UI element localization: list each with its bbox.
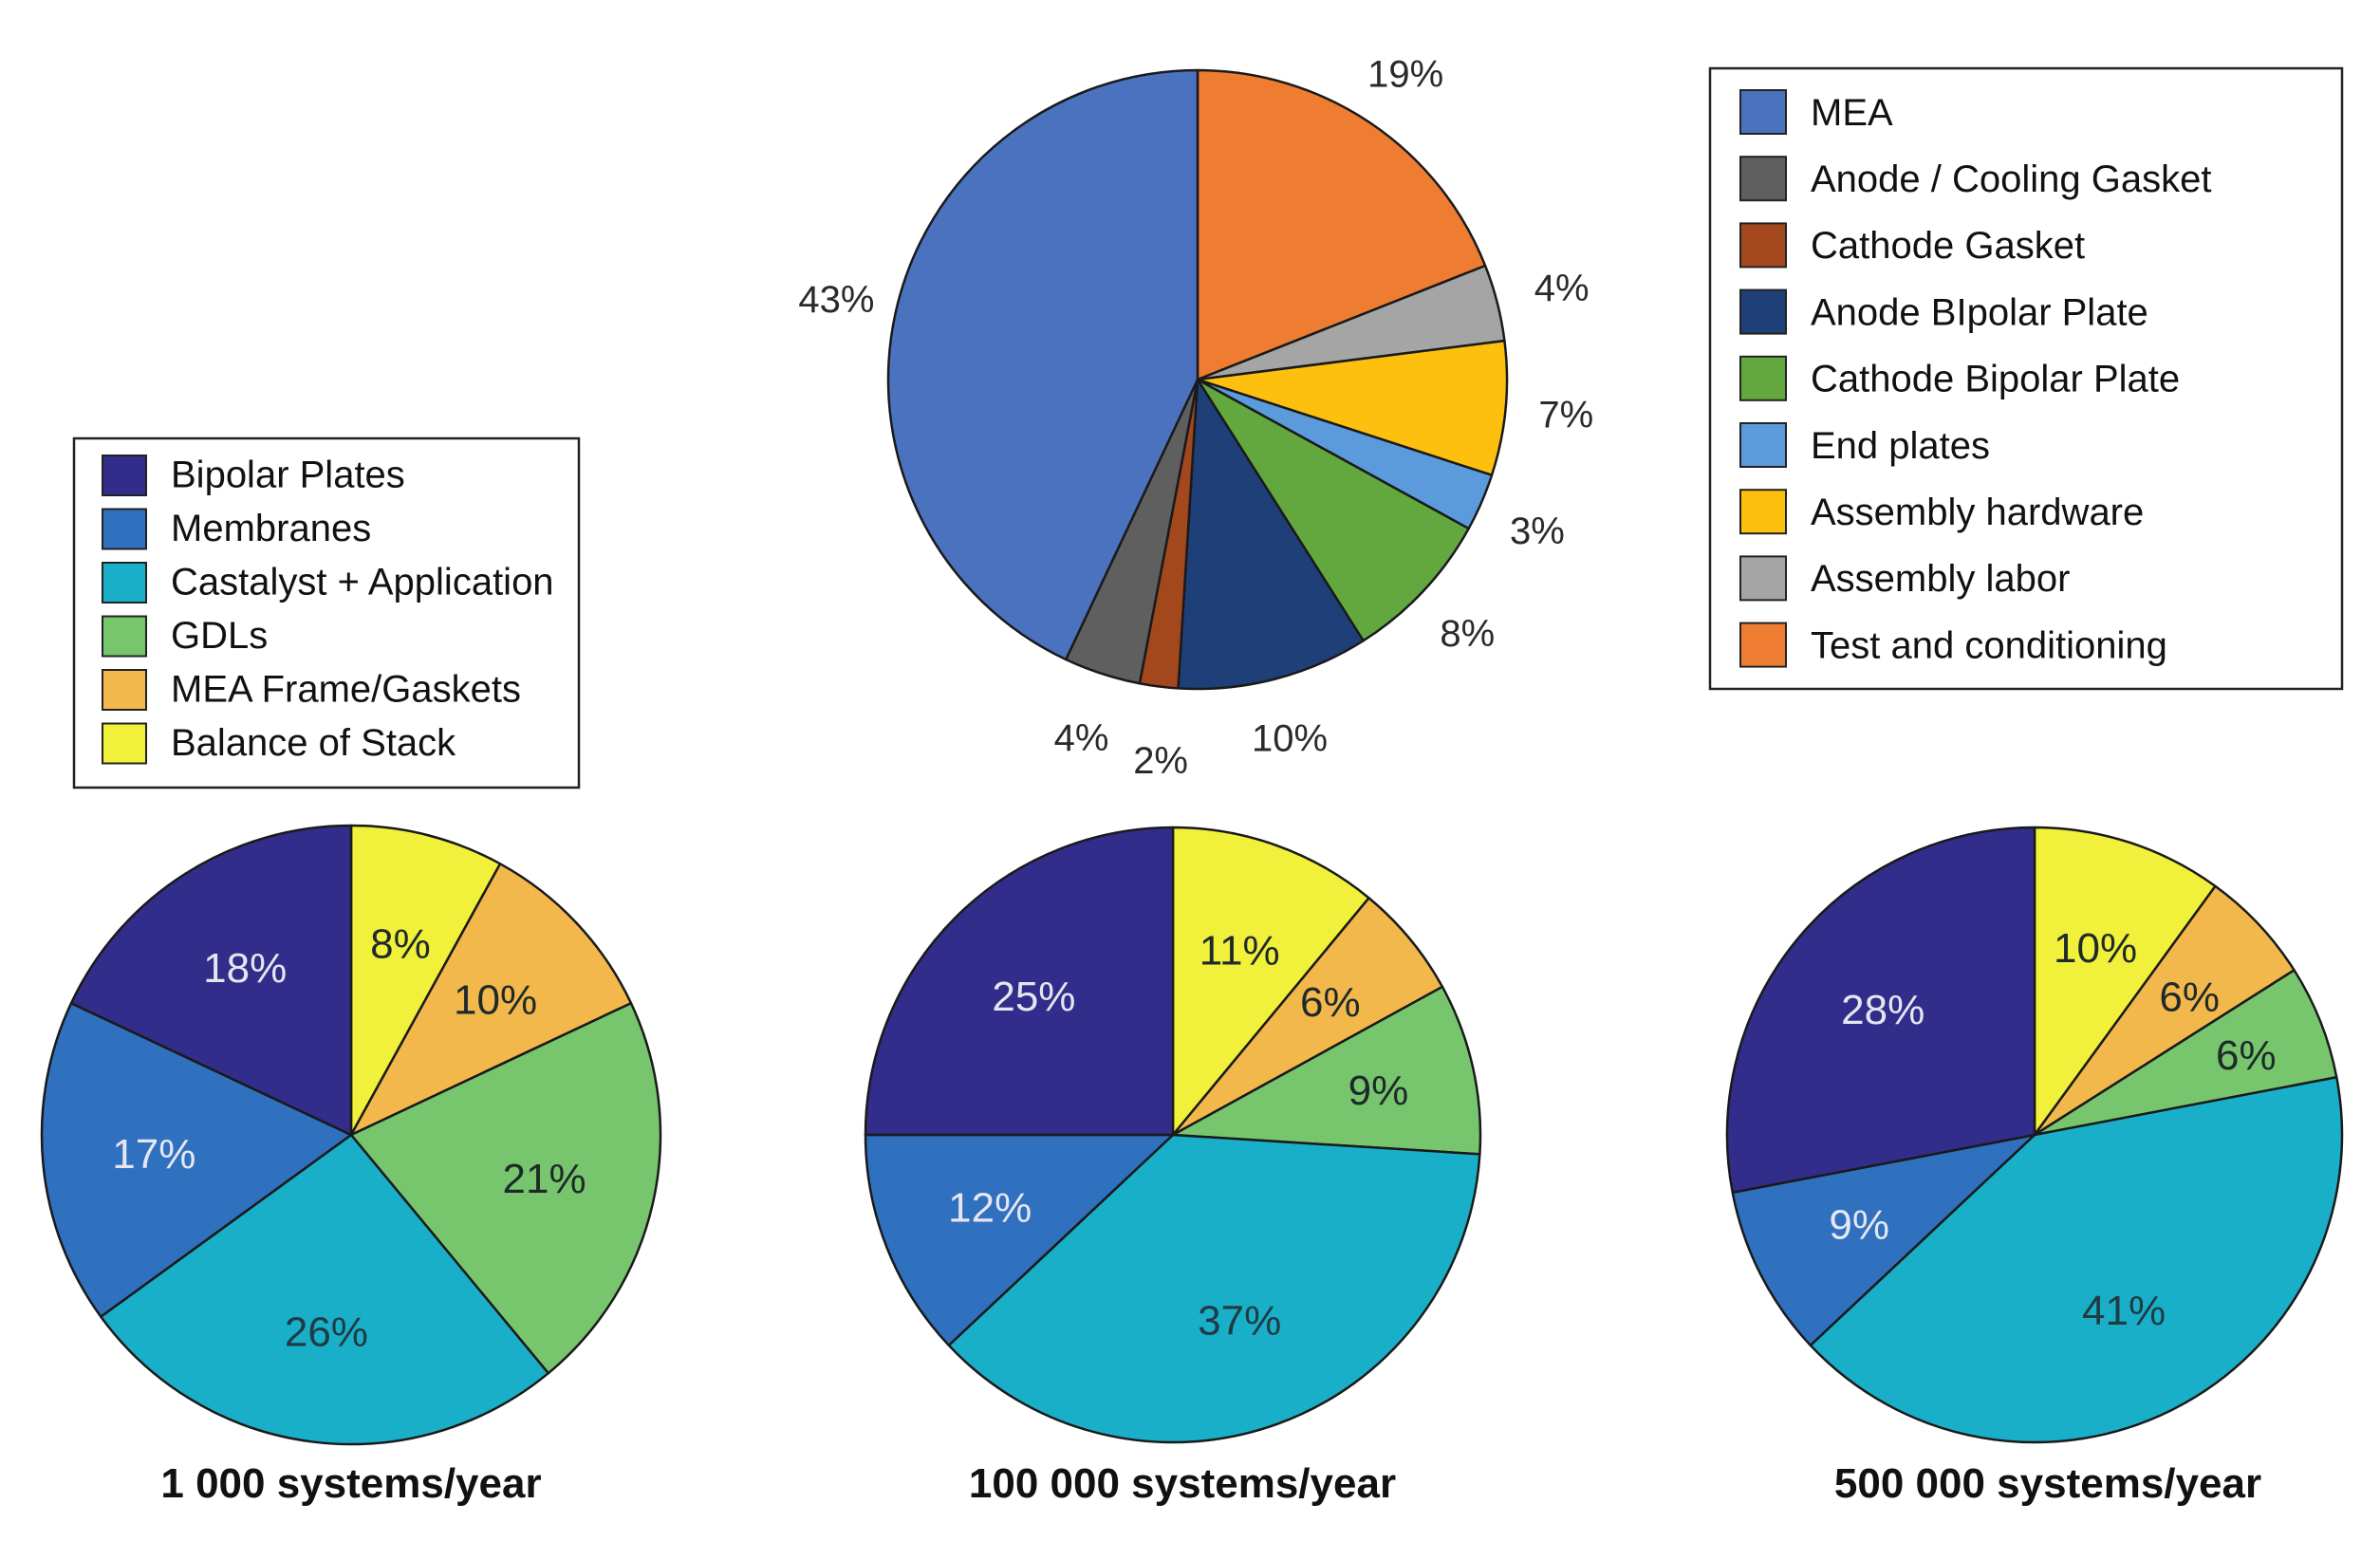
label-gdls: 9% <box>1348 1068 1409 1114</box>
legend-swatch-anode-bipolar-plate <box>1739 288 1787 335</box>
legend-label-castalyst-application: Castalyst + Application <box>171 562 554 603</box>
legend-label-anode-bipolar-plate: Anode BIpolar Plate <box>1811 291 2148 333</box>
legend-label-mea-frame-gaskets: MEA Frame/Gaskets <box>171 669 521 711</box>
legend-swatch-cathode-gasket <box>1739 222 1787 269</box>
legend-swatch-castalyst-application <box>102 562 147 603</box>
slice-mea <box>886 68 1199 661</box>
mea-pie-1000: 8% 10% 21% 26% 17% 18% <box>40 824 662 1446</box>
slice-gdls <box>349 1001 662 1375</box>
slice-bipolar-plates <box>1725 826 2036 1194</box>
label-mea-frame-gaskets: 10% <box>454 977 537 1024</box>
slice-castalyst-application <box>100 1133 550 1446</box>
mea-pie-500000: 10% 6% 6% 41% 9% 28% <box>1725 826 2344 1444</box>
slice-membranes <box>1731 1133 2036 1347</box>
label-castalyst-application: 26% <box>285 1309 368 1355</box>
legend-swatch-bipolar-plates <box>102 455 147 496</box>
legend-swatch-assembly-hardware <box>1739 489 1787 535</box>
legend-swatch-anode-cooling-gasket <box>1739 156 1787 202</box>
legend-label-balance-of-stack: Balance of Stack <box>171 722 456 764</box>
label-bipolar-plates: 18% <box>203 945 287 992</box>
stack-cost-pie: 19% 4% 7% 3% 8% 10% 2% 4% 43% <box>798 53 1593 782</box>
label-test-and-conditioning: 19% <box>1367 53 1443 95</box>
mea-legend: Bipolar Plates Membranes Castalyst + Appli… <box>72 436 581 789</box>
slice-castalyst-application <box>1809 1076 2344 1444</box>
slice-membranes <box>40 1001 353 1318</box>
mea-pie-100000: 11% 6% 9% 37% 12% 25% <box>864 826 1482 1444</box>
label-cathode-gasket: 2% <box>1133 740 1188 782</box>
label-mea: 43% <box>798 279 874 321</box>
label-anode-bipolar-plate: 10% <box>1252 718 1328 760</box>
legend-swatch-gdls <box>102 615 147 658</box>
legend-swatch-test-and-conditioning <box>1739 622 1787 668</box>
legend-label-test-and-conditioning: Test and conditioning <box>1811 624 2167 666</box>
label-balance-of-stack: 10% <box>2054 925 2137 972</box>
legend-label-bipolar-plates: Bipolar Plates <box>171 455 405 496</box>
legend-label-assembly-hardware: Assembly hardware <box>1811 492 2144 533</box>
label-membranes: 9% <box>1829 1202 1889 1249</box>
slice-mea-frame-gaskets <box>2033 884 2296 1137</box>
slice-assembly-hardware <box>1196 339 1509 476</box>
slice-balance-of-stack <box>349 824 502 1137</box>
legend-swatch-cathode-bipolar-plate <box>1739 355 1787 401</box>
slice-test-and-conditioning <box>1196 68 1487 381</box>
slice-anode-bipolar-plate <box>1177 378 1365 691</box>
legend-label-end-plates: End plates <box>1811 425 1990 467</box>
legend-label-membranes: Membranes <box>171 508 371 549</box>
slice-bipolar-plates <box>69 824 353 1137</box>
slice-membranes <box>864 1133 1175 1347</box>
label-mea-frame-gaskets: 6% <box>2159 975 2220 1021</box>
slice-balance-of-stack <box>1171 826 1370 1137</box>
label-bipolar-plates: 28% <box>1841 987 1924 1033</box>
label-cathode-bipolar-plate: 8% <box>1440 613 1495 655</box>
legend-label-mea: MEA <box>1811 92 1893 134</box>
label-end-plates: 3% <box>1510 511 1565 552</box>
label-castalyst-application: 41% <box>2082 1288 2166 1334</box>
slice-mea-frame-gaskets <box>1171 897 1444 1137</box>
legend-swatch-mea-frame-gaskets <box>102 669 147 711</box>
mea-legend-frame <box>72 436 581 789</box>
caption-1000: 1 000 systems/year <box>160 1460 541 1507</box>
legend-label-cathode-gasket: Cathode Gasket <box>1811 225 2085 267</box>
slice-gdls <box>1171 985 1482 1156</box>
stack-legend-frame <box>1708 66 2344 691</box>
label-bipolar-plates: 25% <box>992 974 1075 1020</box>
slice-balance-of-stack <box>2033 826 2217 1137</box>
label-balance-of-stack: 11% <box>1199 927 1280 974</box>
slice-castalyst-application <box>947 1133 1481 1444</box>
label-mea-frame-gaskets: 6% <box>1300 979 1361 1026</box>
label-gdls: 21% <box>503 1156 586 1202</box>
legend-swatch-end-plates <box>1739 422 1787 468</box>
legend-swatch-mea <box>1739 89 1787 135</box>
caption-100000: 100 000 systems/year <box>969 1460 1396 1507</box>
stack-legend: MEA Anode / Cooling Gasket Cathode Gasket A… <box>1708 66 2344 691</box>
label-membranes: 12% <box>948 1185 1032 1232</box>
legend-label-cathode-bipolar-plate: Cathode Bipolar Plate <box>1811 359 2180 400</box>
label-gdls: 6% <box>2216 1032 2277 1079</box>
legend-swatch-assembly-labor <box>1739 555 1787 602</box>
slice-cathode-bipolar-plate <box>1196 378 1470 642</box>
slice-bipolar-plates <box>864 826 1175 1137</box>
label-membranes: 17% <box>112 1131 195 1178</box>
label-castalyst-application: 37% <box>1198 1298 1281 1345</box>
label-assembly-labor: 4% <box>1534 268 1590 309</box>
caption-500000: 500 000 systems/year <box>1834 1460 2261 1507</box>
label-balance-of-stack: 8% <box>370 920 431 967</box>
legend-swatch-balance-of-stack <box>102 722 147 765</box>
legend-swatch-membranes <box>102 508 147 550</box>
label-assembly-hardware: 7% <box>1538 395 1593 436</box>
legend-label-gdls: GDLs <box>171 615 268 657</box>
label-anode-cooling-gasket: 4% <box>1054 717 1109 759</box>
legend-label-anode-cooling-gasket: Anode / Cooling Gasket <box>1811 158 2211 200</box>
slice-mea-frame-gaskets <box>349 863 633 1137</box>
slice-gdls <box>2033 969 2338 1137</box>
legend-label-assembly-labor: Assembly labor <box>1811 558 2070 600</box>
